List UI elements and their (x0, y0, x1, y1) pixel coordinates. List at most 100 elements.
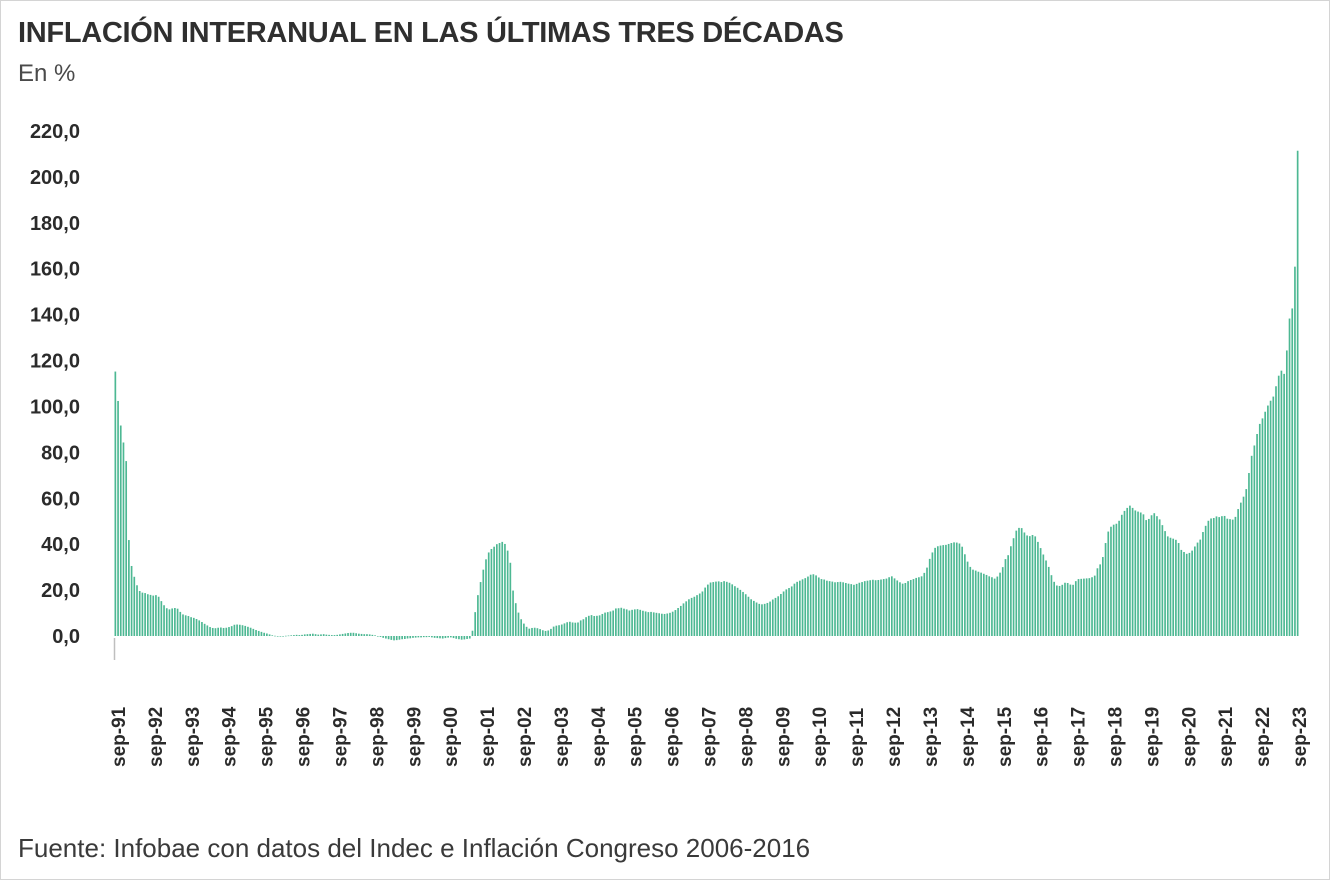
bar (536, 628, 539, 636)
bar (252, 628, 255, 636)
bar (165, 608, 168, 636)
bar (817, 577, 820, 636)
bar (1191, 550, 1193, 636)
bar (815, 575, 817, 636)
bar (1064, 582, 1066, 636)
bar (312, 633, 314, 636)
bar (401, 636, 403, 640)
bar (1099, 564, 1101, 636)
bar (1142, 514, 1145, 636)
bar (233, 624, 236, 636)
bar (934, 547, 936, 636)
bar (1156, 516, 1158, 636)
bar (125, 461, 128, 636)
bar (1204, 525, 1207, 636)
bar (850, 584, 853, 636)
bar (893, 578, 896, 636)
bar (179, 611, 182, 636)
bar (1145, 520, 1147, 636)
bar (1137, 511, 1139, 636)
bar (412, 636, 414, 638)
bar (855, 583, 858, 636)
bar (1061, 584, 1064, 636)
bar (774, 597, 777, 636)
bar (1066, 582, 1069, 636)
bar (509, 562, 512, 636)
bar (368, 634, 371, 636)
bar (628, 610, 631, 636)
bar (1199, 539, 1202, 636)
bar (460, 636, 463, 640)
bar (877, 579, 880, 636)
bar (1239, 502, 1242, 636)
bar (425, 636, 428, 638)
bar (333, 635, 336, 636)
bar (306, 634, 309, 636)
bar (625, 609, 628, 636)
bar (701, 591, 704, 636)
bars (114, 150, 1299, 641)
bar (1134, 510, 1137, 636)
bar (823, 579, 826, 636)
bar (1056, 585, 1058, 636)
bar (468, 636, 471, 639)
y-tick-label: 200,0 (30, 167, 80, 189)
bar (512, 590, 514, 636)
x-tick-label: sep-18 (1106, 707, 1127, 767)
bar (688, 599, 690, 636)
bar (1093, 575, 1096, 636)
bar (809, 574, 812, 636)
bar (1269, 400, 1272, 636)
bar (339, 634, 341, 636)
bar (1012, 538, 1015, 636)
bar (1069, 584, 1072, 636)
bar (152, 595, 155, 636)
bar (844, 582, 847, 636)
bar (198, 620, 201, 636)
bar (284, 635, 287, 637)
bar (1018, 527, 1020, 636)
bar (972, 569, 974, 636)
bar (663, 613, 666, 636)
bar (920, 576, 923, 636)
bar (777, 596, 780, 636)
bar (136, 585, 138, 636)
bar (422, 636, 425, 638)
x-tick-label: sep-23 (1290, 707, 1311, 767)
bar (130, 565, 133, 636)
bar (704, 587, 706, 636)
bar (1153, 513, 1156, 636)
bar (847, 583, 850, 636)
bar (1158, 519, 1161, 636)
y-tick-label: 140,0 (30, 305, 80, 327)
bar (347, 633, 349, 636)
bar (1107, 531, 1110, 636)
bar (723, 581, 725, 636)
bar (647, 612, 650, 636)
bar (428, 636, 431, 637)
bar (593, 616, 596, 636)
bar (157, 596, 160, 636)
bar (585, 617, 587, 636)
x-tick-label: sep-92 (146, 707, 167, 767)
x-tick-label: sep-12 (884, 707, 905, 767)
bar (190, 617, 192, 636)
bar (514, 603, 517, 636)
bar (731, 584, 734, 636)
bar (964, 554, 966, 636)
y-tick-label: 180,0 (30, 213, 80, 235)
bar (398, 636, 401, 640)
bar (287, 635, 290, 637)
bar (1015, 530, 1018, 636)
x-tick-label: sep-17 (1069, 707, 1090, 767)
x-tick-label: sep-01 (478, 706, 499, 767)
bar (133, 576, 136, 636)
bar (636, 609, 639, 636)
bar (393, 636, 395, 641)
bar (1074, 581, 1077, 636)
chart-subtitle: En % (18, 60, 76, 87)
bar (341, 633, 344, 636)
bar (1001, 567, 1004, 636)
bar (1229, 519, 1231, 636)
bar (228, 627, 230, 636)
